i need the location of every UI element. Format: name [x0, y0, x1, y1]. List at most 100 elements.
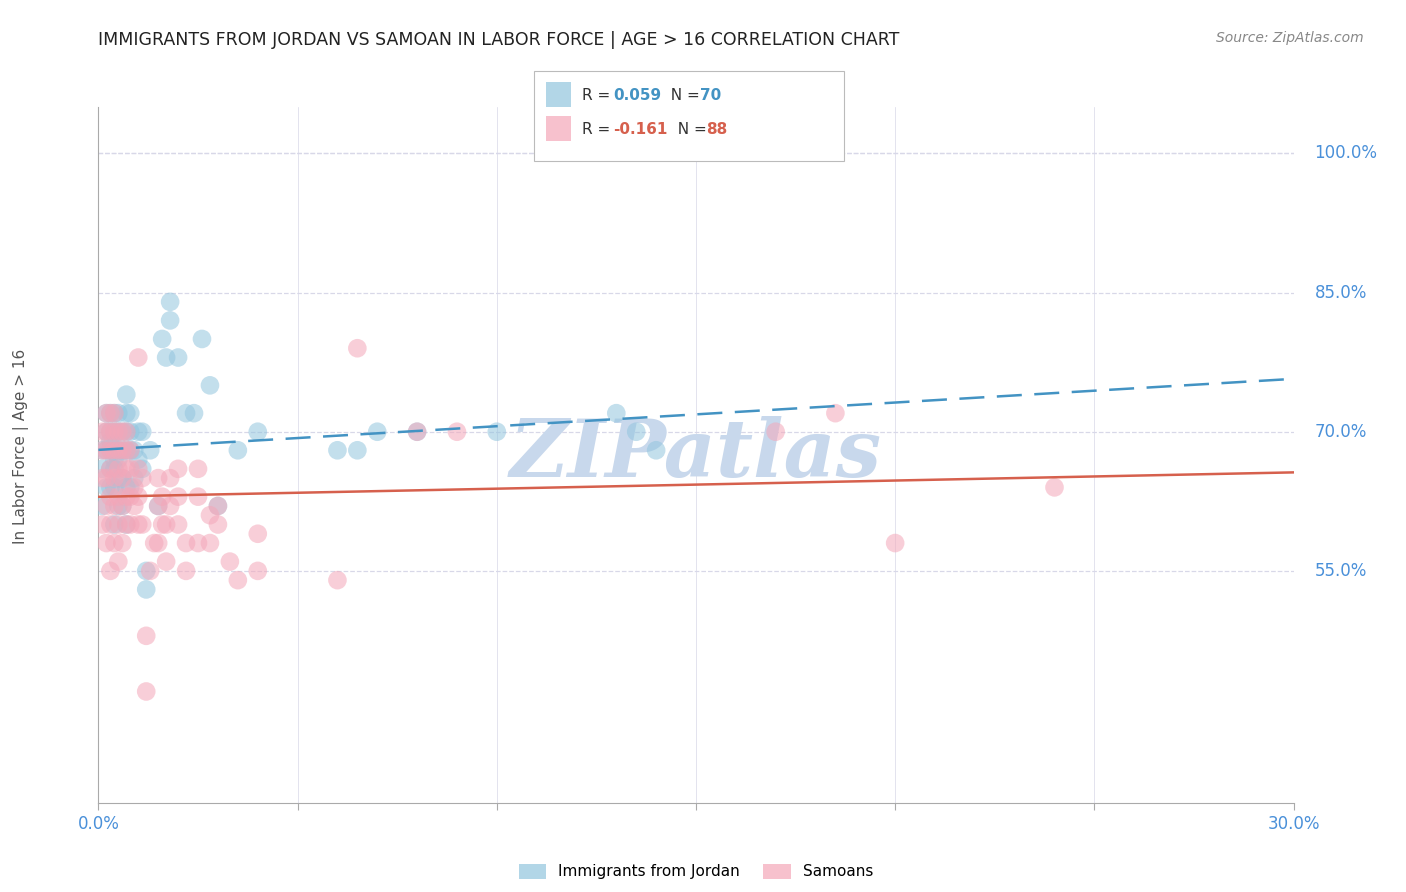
Point — [98, 425, 122, 439]
Point — [198, 378, 221, 392]
Point — [98, 425, 122, 439]
Point — [96, 406, 118, 420]
Point — [148, 499, 170, 513]
Point — [124, 480, 146, 494]
Point — [150, 490, 173, 504]
Point — [139, 443, 162, 458]
Point — [167, 351, 190, 365]
Point — [98, 434, 122, 448]
Point — [96, 443, 118, 458]
Point — [159, 471, 181, 485]
Point — [98, 443, 122, 458]
Point — [111, 471, 134, 485]
Point — [103, 452, 125, 467]
Point — [207, 499, 229, 513]
Point — [406, 425, 429, 439]
Point — [115, 480, 138, 494]
Point — [103, 517, 125, 532]
Point — [624, 425, 647, 439]
Point — [96, 536, 118, 550]
Point — [346, 341, 368, 355]
Point — [115, 406, 138, 420]
Point — [98, 462, 122, 476]
Point — [120, 443, 142, 458]
Point — [111, 499, 134, 513]
Point — [115, 517, 138, 532]
Point — [111, 536, 134, 550]
Point — [765, 425, 787, 439]
Text: -0.161: -0.161 — [613, 122, 668, 136]
Point — [127, 462, 149, 476]
Point — [139, 564, 162, 578]
Point — [174, 564, 197, 578]
Point — [98, 406, 122, 420]
Point — [124, 443, 146, 458]
Point — [115, 443, 138, 458]
Point — [107, 490, 129, 504]
Point — [183, 406, 205, 420]
Point — [98, 564, 122, 578]
Text: ZIPatlas: ZIPatlas — [510, 417, 882, 493]
Point — [103, 499, 125, 513]
Point — [103, 462, 125, 476]
Point — [150, 517, 173, 532]
Point — [485, 425, 508, 439]
Point — [131, 471, 153, 485]
Text: N =: N = — [668, 122, 711, 136]
Point — [96, 425, 118, 439]
Text: Source: ZipAtlas.com: Source: ZipAtlas.com — [1216, 31, 1364, 45]
Point — [135, 582, 157, 597]
Point — [103, 443, 125, 458]
Point — [91, 471, 114, 485]
Point — [91, 425, 114, 439]
Point — [167, 490, 190, 504]
Point — [96, 443, 118, 458]
Point — [115, 425, 138, 439]
Text: 85.0%: 85.0% — [1315, 284, 1367, 301]
Point — [246, 564, 269, 578]
Point — [107, 555, 129, 569]
Point — [96, 406, 118, 420]
Point — [120, 462, 142, 476]
Point — [645, 443, 668, 458]
Point — [91, 443, 114, 458]
Point — [98, 480, 122, 494]
Point — [187, 536, 209, 550]
Point — [120, 490, 142, 504]
Point — [207, 499, 229, 513]
Point — [107, 452, 129, 467]
Point — [96, 425, 118, 439]
Point — [135, 684, 157, 698]
Point — [103, 425, 125, 439]
Point — [174, 406, 197, 420]
Point — [91, 443, 114, 458]
Point — [159, 294, 181, 309]
Point — [115, 462, 138, 476]
Point — [187, 490, 209, 504]
Text: 88: 88 — [706, 122, 727, 136]
Point — [366, 425, 388, 439]
Point — [111, 443, 134, 458]
Point — [406, 425, 429, 439]
Point — [98, 462, 122, 476]
Point — [107, 517, 129, 532]
Point — [98, 517, 122, 532]
Point — [103, 406, 125, 420]
Text: 70.0%: 70.0% — [1315, 423, 1367, 441]
Point — [111, 443, 134, 458]
Point — [115, 517, 138, 532]
Point — [120, 443, 142, 458]
Point — [159, 499, 181, 513]
Point — [131, 462, 153, 476]
Point — [107, 406, 129, 420]
Point — [174, 536, 197, 550]
Point — [120, 480, 142, 494]
Point — [326, 443, 349, 458]
Point — [96, 480, 118, 494]
Point — [226, 443, 249, 458]
Point — [167, 517, 190, 532]
Point — [107, 443, 129, 458]
Point — [326, 573, 349, 587]
Point — [207, 517, 229, 532]
Point — [98, 443, 122, 458]
